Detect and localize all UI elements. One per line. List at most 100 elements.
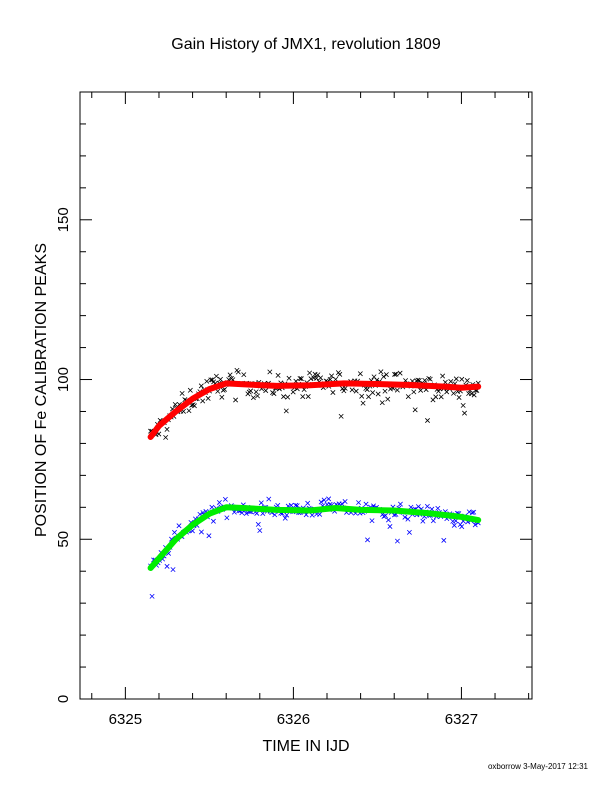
data-point bbox=[471, 509, 477, 515]
data-point bbox=[406, 529, 412, 535]
data-point bbox=[210, 518, 216, 524]
y-axis-label: POSITION OF Fe CALIBRATION PEAKS bbox=[33, 243, 50, 537]
data-point bbox=[222, 386, 228, 392]
data-point bbox=[341, 388, 347, 394]
series-line bbox=[147, 504, 482, 571]
data-point bbox=[224, 515, 230, 521]
data-point bbox=[357, 371, 363, 377]
data-point bbox=[305, 500, 311, 506]
data-point bbox=[397, 370, 403, 376]
data-point bbox=[378, 369, 384, 375]
data-point bbox=[405, 516, 411, 522]
data-point bbox=[435, 388, 441, 394]
data-point bbox=[360, 400, 366, 406]
data-point bbox=[149, 593, 155, 599]
data-point bbox=[235, 369, 241, 375]
data-point bbox=[418, 387, 424, 393]
data-point bbox=[338, 413, 344, 419]
data-point bbox=[424, 503, 430, 509]
data-point bbox=[393, 371, 399, 377]
data-point bbox=[326, 496, 332, 502]
data-point bbox=[209, 504, 215, 510]
data-point bbox=[363, 501, 369, 507]
data-point bbox=[213, 373, 219, 379]
data-point bbox=[176, 523, 182, 529]
data-point bbox=[290, 389, 296, 395]
y-tick-label: 50 bbox=[55, 531, 72, 548]
data-point bbox=[275, 502, 281, 508]
plot-frame bbox=[79, 91, 533, 700]
footer-credit: oxborrow 3-May-2017 12:31 bbox=[487, 762, 588, 771]
y-tick-label: 0 bbox=[55, 695, 72, 703]
data-point bbox=[255, 393, 260, 399]
data-point bbox=[282, 515, 288, 521]
data-point bbox=[284, 512, 290, 518]
data-point bbox=[433, 394, 439, 400]
data-point bbox=[255, 521, 261, 527]
data-point bbox=[321, 497, 327, 503]
data-point bbox=[370, 390, 376, 396]
data-point bbox=[206, 533, 212, 539]
data-point bbox=[382, 513, 388, 519]
data-point bbox=[441, 537, 447, 543]
data-point bbox=[402, 514, 408, 520]
chart-title: Gain History of JMX1, revolution 1809 bbox=[171, 36, 441, 53]
data-point bbox=[385, 396, 391, 402]
data-point bbox=[459, 376, 465, 382]
data-point bbox=[327, 377, 333, 382]
data-point bbox=[387, 524, 393, 529]
data-point bbox=[272, 512, 278, 518]
data-point bbox=[172, 529, 177, 535]
data-point bbox=[381, 513, 387, 519]
data-point bbox=[285, 394, 291, 400]
data-point bbox=[422, 377, 428, 383]
data-point bbox=[164, 426, 170, 432]
data-point bbox=[258, 500, 264, 506]
data-point bbox=[170, 567, 176, 573]
data-point bbox=[257, 528, 263, 534]
data-point bbox=[364, 387, 370, 393]
data-point bbox=[243, 511, 249, 517]
data-point bbox=[366, 394, 372, 400]
data-point bbox=[381, 374, 387, 380]
data-point bbox=[308, 376, 314, 382]
data-point bbox=[385, 517, 391, 523]
data-point bbox=[187, 387, 193, 393]
data-point bbox=[427, 376, 433, 382]
data-point bbox=[342, 499, 348, 505]
y-tick-label: 100 bbox=[55, 367, 72, 392]
data-point bbox=[172, 401, 178, 407]
data-point bbox=[356, 500, 362, 506]
series-line bbox=[147, 380, 482, 440]
data-point bbox=[205, 395, 211, 401]
data-point bbox=[198, 383, 204, 389]
data-point bbox=[339, 501, 345, 507]
data-point bbox=[220, 387, 226, 393]
data-point bbox=[330, 390, 336, 395]
data-point bbox=[283, 408, 289, 414]
data-point bbox=[337, 371, 343, 377]
data-point bbox=[286, 375, 292, 381]
data-point bbox=[392, 371, 398, 377]
data-point bbox=[456, 394, 462, 400]
data-point bbox=[379, 400, 385, 406]
data-point bbox=[200, 398, 206, 404]
data-point bbox=[415, 504, 421, 510]
data-point bbox=[438, 394, 444, 400]
data-point bbox=[164, 563, 170, 569]
data-point bbox=[365, 537, 370, 543]
data-point bbox=[208, 377, 214, 383]
data-point bbox=[218, 376, 223, 382]
data-point bbox=[216, 499, 222, 505]
data-point bbox=[460, 402, 466, 408]
data-point bbox=[435, 505, 441, 511]
data-point bbox=[466, 509, 472, 515]
data-point bbox=[425, 418, 430, 423]
data-point bbox=[411, 389, 417, 395]
y-tick-label: 150 bbox=[55, 207, 72, 232]
data-point bbox=[430, 518, 436, 524]
data-point bbox=[163, 434, 169, 440]
tick-labels: 6325 6326 6327 0 50 100 150 bbox=[55, 207, 478, 728]
data-point bbox=[462, 410, 468, 416]
